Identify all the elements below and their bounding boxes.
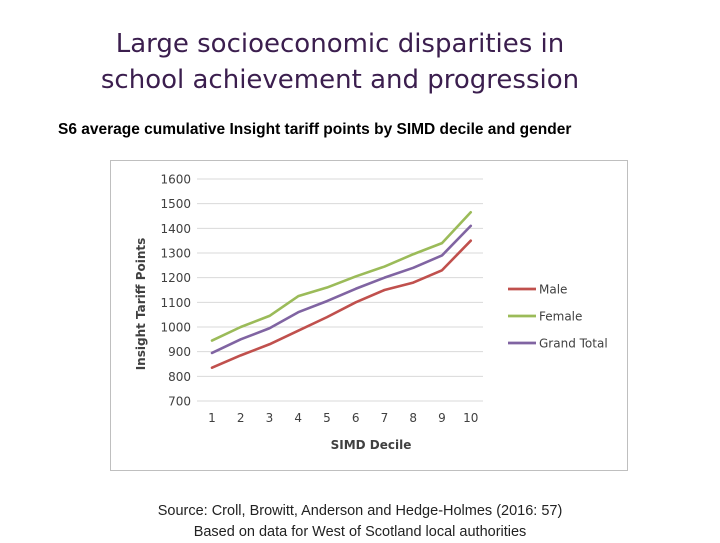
- source-data-note: Based on data for West of Scotland local…: [193, 524, 527, 540]
- source-citation: Source: Croll, Browitt, Anderson and Hed…: [157, 503, 563, 519]
- chart-frame: 700 800 900 1000 1100 1200 1300 1400 1500 1600 1 2 3…: [110, 160, 628, 471]
- y-tick-label: 1100: [160, 296, 191, 310]
- legend-label: Female: [539, 310, 582, 324]
- x-tick-label: 7: [381, 411, 389, 425]
- x-tick-label: 9: [438, 411, 446, 425]
- legend-label: Grand Total: [539, 337, 608, 351]
- slide-title-line-2: school achievement and progression: [100, 65, 580, 95]
- x-tick-label: 1: [208, 411, 216, 425]
- y-tick-label: 1600: [160, 173, 191, 187]
- y-axis-title: Insight Tariff Points: [134, 238, 148, 371]
- slide-title: Large socioeconomic disparities in schoo…: [40, 26, 640, 98]
- x-tick-label: 10: [463, 411, 478, 425]
- x-tick-label: 5: [323, 411, 331, 425]
- x-tick-label: 6: [352, 411, 360, 425]
- x-tick-label: 2: [237, 411, 245, 425]
- x-tick-label: 8: [409, 411, 417, 425]
- slide-title-line-1: Large socioeconomic disparities in: [115, 29, 565, 59]
- chart-caption: S6 average cumulative Insight tariff poi…: [58, 121, 572, 138]
- y-tick-label: 800: [168, 370, 191, 384]
- y-tick-label: 1400: [160, 222, 191, 236]
- series-line-female: [210, 210, 473, 342]
- series-line-grand-total: [210, 224, 473, 355]
- legend-label: Male: [539, 283, 567, 297]
- y-tick-label: 700: [168, 395, 191, 409]
- y-tick-label: 1000: [160, 321, 191, 335]
- series-line-male: [210, 239, 473, 369]
- y-tick-label: 1300: [160, 247, 191, 261]
- x-tick-label: 4: [294, 411, 302, 425]
- y-tick-label: 900: [168, 345, 191, 359]
- line-chart: 700 800 900 1000 1100 1200 1300 1400 1500 1600 1 2 3…: [134, 173, 608, 453]
- source-note: Source: Croll, Browitt, Anderson and Hed…: [100, 501, 620, 543]
- x-tick-label: 3: [266, 411, 274, 425]
- y-tick-label: 1500: [160, 197, 191, 211]
- x-axis-title: SIMD Decile: [331, 438, 412, 452]
- y-tick-label: 1200: [160, 271, 191, 285]
